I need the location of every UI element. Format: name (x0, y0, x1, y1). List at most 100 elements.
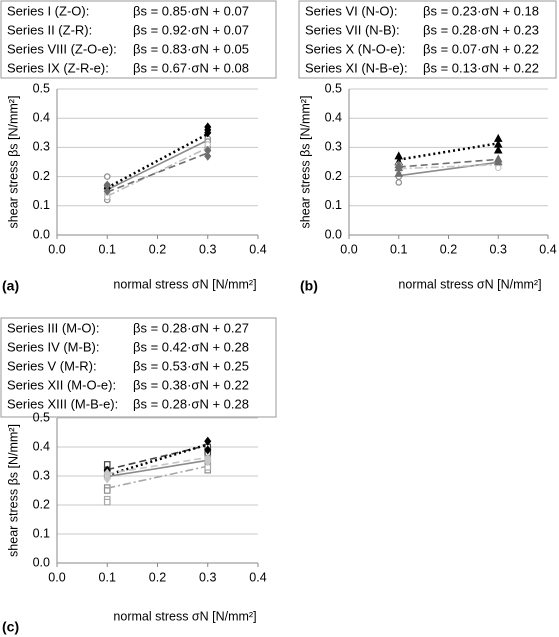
fit-line (106, 152, 209, 193)
point (103, 186, 111, 196)
x-tick-label: 0.0 (48, 242, 65, 256)
x-tick-label: 0.3 (490, 242, 507, 256)
y-tick-label: 0.2 (33, 169, 50, 183)
y-tick-label: 0.1 (33, 526, 50, 540)
x-tick-label: 0.1 (390, 242, 407, 256)
legend-equation: βs = 0.92·σN + 0.07 (133, 22, 249, 37)
y-tick-label: 0.5 (33, 81, 50, 95)
y-tick-label: 0.2 (33, 497, 50, 511)
y-tick-label: 0.0 (325, 227, 342, 241)
point (394, 168, 404, 177)
legend-name: Series XIII (M-B-e): (7, 396, 118, 411)
x-tick-label: 0.0 (340, 242, 357, 256)
x-tick-label: 0.2 (440, 242, 457, 256)
point (494, 164, 502, 172)
panel-label: (c) (2, 619, 19, 635)
fit-line (398, 161, 499, 177)
y-axis-label: shear stress βs [N/mm²] (298, 96, 312, 229)
point (204, 445, 212, 455)
legend-name: Series III (M-O): (7, 320, 99, 335)
y-tick-label: 0.3 (33, 140, 50, 154)
legend-name: Series V (M-R): (7, 358, 97, 373)
x-tick-label: 0.4 (539, 242, 556, 256)
point (204, 151, 212, 161)
legend-name: Series IV (M-B): (7, 339, 99, 354)
x-tick-label: 0.4 (249, 242, 266, 256)
legend-equation: βs = 0.28·σN + 0.28 (133, 396, 249, 411)
legend-equation: βs = 0.53·σN + 0.25 (133, 358, 249, 373)
legend-equation: βs = 0.42·σN + 0.28 (133, 339, 249, 354)
x-tick-label: 0.1 (99, 570, 116, 584)
legend-name: Series I (Z-O): (7, 3, 89, 18)
x-axis-label: normal stress σN [N/mm²] (398, 277, 541, 291)
x-tick-label: 0.2 (149, 242, 166, 256)
y-tick-label: 0.1 (33, 198, 50, 212)
y-tick-label: 0.5 (33, 410, 50, 424)
legend-name: Series II (Z-R): (7, 22, 92, 37)
legend-equation: βs = 0.28·σN + 0.27 (133, 320, 249, 335)
x-tick-label: 0.1 (99, 242, 116, 256)
y-tick-label: 0.2 (325, 169, 342, 183)
point (204, 128, 212, 138)
legend-name: Series X (N-O-e): (305, 41, 405, 56)
point (103, 487, 111, 494)
legend-equation: βs = 0.13·σN + 0.22 (423, 60, 539, 75)
fit-line (106, 132, 209, 189)
legend-equation: βs = 0.38·σN + 0.22 (133, 377, 249, 392)
point (395, 179, 403, 186)
x-tick-label: 0.3 (199, 570, 216, 584)
y-tick-label: 0.0 (33, 555, 50, 569)
y-tick-label: 0.4 (33, 439, 50, 453)
legend-name: Series VI (N-O): (305, 3, 397, 18)
y-axis-label: shear stress βs [N/mm²] (6, 424, 20, 557)
panel-label: (a) (2, 278, 19, 294)
legend-box (298, 0, 557, 79)
fit-line (106, 146, 209, 197)
legend-box (0, 0, 277, 79)
fit-line (107, 456, 208, 475)
point (394, 160, 404, 169)
legend-equation: βs = 0.28·σN + 0.23 (423, 22, 539, 37)
y-tick-label: 0.5 (325, 81, 342, 95)
legend-equation: βs = 0.23·σN + 0.18 (423, 3, 539, 18)
fit-line (106, 139, 209, 191)
point (204, 456, 212, 467)
y-tick-label: 0.3 (325, 140, 342, 154)
legend-name: Series XII (M-O-e): (7, 377, 116, 392)
point (103, 173, 111, 180)
legend-equation: βs = 0.67·σN + 0.08 (133, 60, 249, 75)
y-tick-label: 0.4 (325, 110, 342, 124)
fit-line (398, 158, 499, 168)
point (103, 474, 111, 484)
legend-equation: βs = 0.83·σN + 0.05 (133, 41, 249, 56)
y-tick-label: 0.4 (33, 110, 50, 124)
legend-equation: βs = 0.07·σN + 0.22 (423, 41, 539, 56)
fit-line (107, 459, 208, 478)
legend-equation: βs = 0.85·σN + 0.07 (133, 3, 249, 18)
point (493, 157, 503, 166)
x-tick-label: 0.3 (199, 242, 216, 256)
panel-label: (b) (300, 278, 318, 294)
y-tick-label: 0.1 (325, 198, 342, 212)
y-axis-label: shear stress βs [N/mm²] (6, 96, 20, 229)
x-tick-label: 0.4 (249, 570, 266, 584)
x-tick-label: 0.0 (48, 570, 65, 584)
y-tick-label: 0.0 (33, 227, 50, 241)
point (103, 468, 111, 478)
point (103, 498, 111, 506)
fit-line (398, 163, 499, 170)
point (493, 145, 503, 154)
legend-name: Series VII (N-B): (305, 22, 400, 37)
point (204, 436, 212, 446)
legend-name: Series VIII (Z-O-e): (7, 41, 117, 56)
legend-name: Series IX (Z-R-e): (7, 60, 109, 75)
legend-box (0, 317, 277, 418)
fit-line (107, 465, 208, 489)
fit-line (398, 142, 499, 161)
fit-line (107, 444, 208, 471)
x-tick-label: 0.2 (149, 570, 166, 584)
y-tick-label: 0.3 (33, 468, 50, 482)
x-axis-label: normal stress σN [N/mm²] (113, 609, 256, 623)
